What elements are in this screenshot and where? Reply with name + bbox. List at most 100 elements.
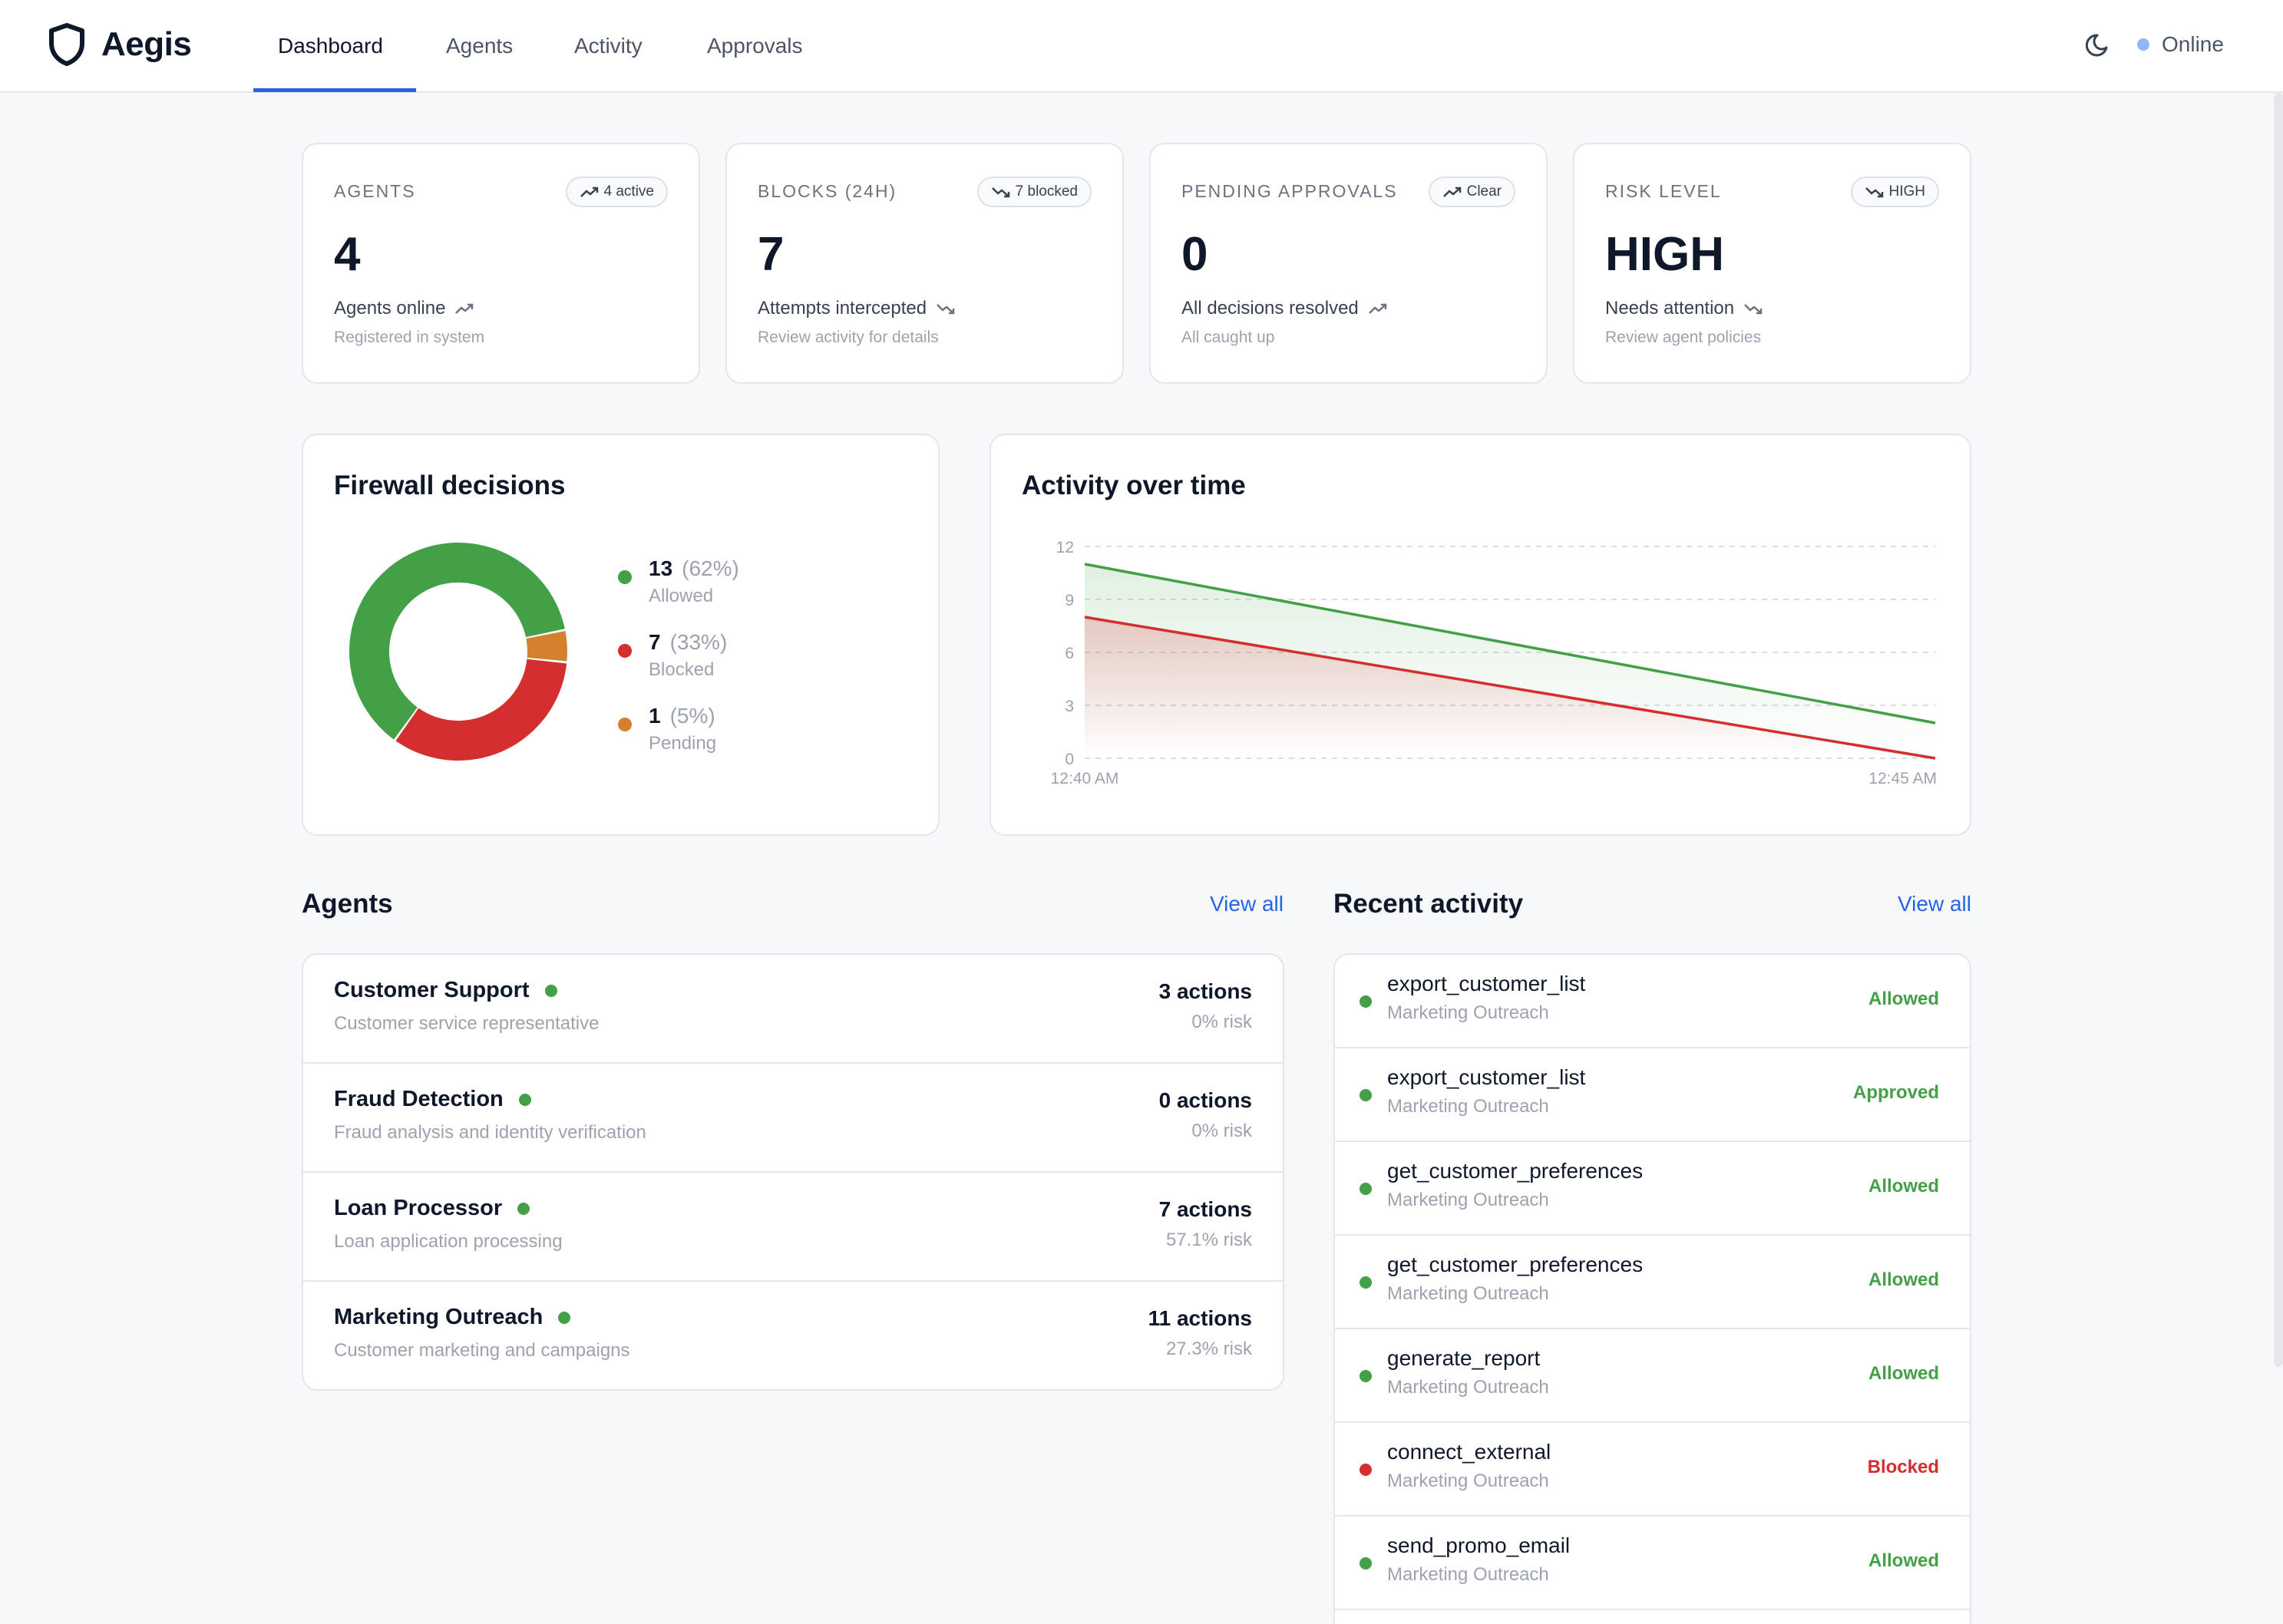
online-indicator — [518, 1093, 531, 1106]
activity-agent-name: Marketing Outreach — [1387, 1564, 1549, 1585]
x-tick-label: 12:40 AM — [1051, 770, 1119, 787]
theme-toggle-button[interactable] — [2083, 29, 2114, 60]
legend-label: Blocked — [649, 659, 715, 680]
tab-agents[interactable]: Agents — [446, 34, 514, 58]
agent-action-count: 0 actions — [1158, 1088, 1252, 1112]
donut-slice-pending[interactable] — [526, 631, 567, 662]
legend-percent: (62%) — [682, 556, 739, 580]
activity-action-name: get_customer_preferences — [1387, 1159, 1644, 1183]
stat-subtitle: Agents online — [334, 298, 474, 319]
agent-risk: 0% risk — [1191, 1012, 1252, 1032]
activity-row[interactable]: export_customer_list Marketing Outreach Ap… — [1335, 1048, 1970, 1142]
stat-note: All caught up — [1181, 328, 1275, 346]
stat-label: BLOCKS (24H) — [758, 181, 897, 201]
agent-action-count: 7 actions — [1158, 1197, 1252, 1221]
legend-count: 13 (62%) — [649, 556, 739, 581]
activity-status: Approved — [1852, 1082, 1939, 1103]
online-indicator — [558, 1311, 571, 1324]
activity-status: Allowed — [1868, 1269, 1939, 1290]
app-logo[interactable]: Aegis — [48, 20, 192, 69]
activity-agent-name: Marketing Outreach — [1387, 1471, 1549, 1491]
donut-slice-allowed[interactable] — [349, 542, 565, 740]
stat-note: Review agent policies — [1605, 328, 1762, 346]
activity-row[interactable]: generate_report Marketing Outreach Allowed — [1335, 1329, 1970, 1423]
trend-up-icon — [580, 186, 598, 197]
agent-action-count: 11 actions — [1148, 1306, 1252, 1330]
stat-badge-label: 7 blocked — [1015, 183, 1078, 200]
tab-activity[interactable]: Activity — [574, 34, 643, 58]
donut-chart — [349, 542, 567, 761]
agents-view-all-link[interactable]: View all — [1210, 892, 1284, 916]
stat-label: PENDING APPROVALS — [1181, 181, 1398, 201]
agent-row[interactable]: Fraud Detection Fraud analysis and ident… — [303, 1064, 1283, 1173]
status-dot — [1360, 1464, 1372, 1476]
agent-description: Fraud analysis and identity verification — [334, 1122, 646, 1143]
agent-description: Customer service representative — [334, 1013, 600, 1034]
tab-approvals[interactable]: Approvals — [707, 34, 803, 58]
legend-count: 1 (5%) — [649, 704, 715, 728]
status-label: Online — [2162, 32, 2224, 56]
agent-name: Fraud Detection — [334, 1087, 531, 1112]
series-line[interactable] — [1084, 563, 1936, 725]
trend-up-icon — [455, 303, 474, 314]
activity-row[interactable]: send_promo_email Marketing Outreach Allowe… — [1335, 1517, 1970, 1610]
stat-badge: HIGH — [1850, 177, 1939, 207]
activity-view-all-link[interactable]: View all — [1898, 892, 1971, 916]
tab-dashboard[interactable]: Dashboard — [278, 34, 383, 58]
y-tick-label: 0 — [1065, 751, 1074, 768]
status-dot — [1360, 1089, 1372, 1101]
stat-value: 4 — [334, 228, 361, 281]
agent-name-text: Fraud Detection — [334, 1087, 504, 1111]
stat-subtitle-text: Needs attention — [1605, 298, 1735, 319]
legend-label: Pending — [649, 733, 717, 754]
donut-slice-blocked[interactable] — [395, 659, 567, 761]
activity-action-name: generate_report — [1387, 1346, 1541, 1370]
agent-description: Customer marketing and campaigns — [334, 1340, 630, 1361]
status-dot — [1360, 1276, 1372, 1289]
stat-subtitle: Needs attention — [1605, 298, 1763, 319]
y-tick-label: 12 — [1056, 539, 1074, 556]
agent-row[interactable]: Customer Support Customer service repres… — [303, 955, 1283, 1064]
top-navigation-bar: Aegis Dashboard Agents Activity Approval… — [0, 0, 2283, 93]
legend-percent: (5%) — [669, 704, 715, 728]
status-dot — [1360, 1370, 1372, 1382]
stat-subtitle: Attempts intercepted — [758, 298, 956, 319]
series-line[interactable] — [1084, 616, 1936, 760]
online-indicator — [517, 1202, 530, 1215]
activity-status: Allowed — [1868, 1363, 1939, 1384]
trend-up-icon — [1368, 303, 1387, 314]
activity-action-name: get_customer_preferences — [1387, 1253, 1644, 1276]
activity-action-name: export_customer_list — [1387, 1065, 1586, 1089]
stat-label: AGENTS — [334, 181, 416, 201]
stat-badge-label: 4 active — [603, 183, 654, 200]
page-scrollbar[interactable] — [2274, 93, 2283, 1367]
agent-row[interactable]: Marketing Outreach Customer marketing an… — [303, 1282, 1283, 1389]
activity-action-name: send_promo_email — [1387, 1533, 1571, 1557]
agent-name: Marketing Outreach — [334, 1305, 571, 1330]
stat-card-pending-approvals: PENDING APPROVALS Clear 0 All decisions … — [1149, 143, 1548, 384]
stat-value: 7 — [758, 228, 785, 281]
agent-row[interactable]: Loan Processor Loan application processi… — [303, 1173, 1283, 1282]
trend-down-icon — [1744, 304, 1763, 315]
activity-row[interactable]: export_customer_list Marketing Outreach Al… — [1335, 955, 1970, 1048]
activity-row[interactable]: get_customer_preferences Marketing Outrea… — [1335, 1236, 1970, 1329]
agents-list: Customer Support Customer service repres… — [302, 953, 1284, 1391]
agents-section-title: Agents — [302, 889, 393, 919]
activity-agent-name: Marketing Outreach — [1387, 1002, 1549, 1023]
stat-badge-label: Clear — [1466, 183, 1502, 200]
status-dot — [1360, 1183, 1372, 1195]
activity-agent-name: Marketing Outreach — [1387, 1096, 1549, 1117]
activity-row[interactable]: get_customer_preferences Marketing Outrea… — [1335, 1142, 1970, 1236]
stat-card-agents: AGENTS 4 active 4 Agents online Register… — [302, 143, 700, 384]
status-dot — [1360, 1557, 1372, 1570]
agent-name: Customer Support — [334, 978, 557, 1003]
legend-count-value: 13 — [649, 556, 673, 580]
agent-name-text: Marketing Outreach — [334, 1305, 543, 1329]
legend-count-value: 1 — [649, 704, 661, 728]
legend-dot-pending — [618, 718, 632, 731]
agent-description: Loan application processing — [334, 1231, 563, 1252]
activity-row[interactable]: connect_external Marketing Outreach Blocke… — [1335, 1423, 1970, 1517]
activity-over-time-card: Activity over time 0 3 6 9 12 12:40 AM 12:45 A… — [990, 434, 1971, 836]
trend-down-icon — [937, 304, 955, 315]
stat-subtitle: All decisions resolved — [1181, 298, 1388, 319]
